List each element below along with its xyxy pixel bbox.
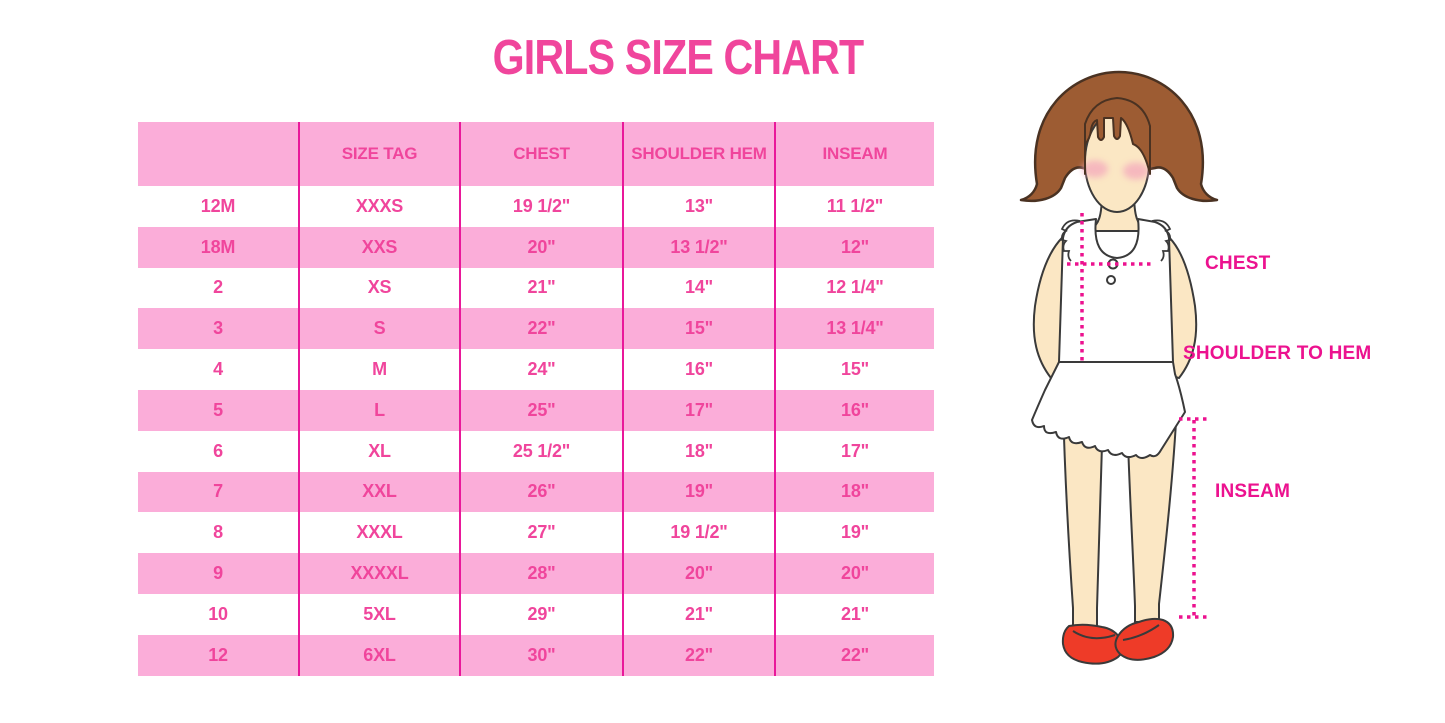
cell-size-tag: S: [300, 308, 461, 350]
cell-chest: 24": [461, 349, 624, 390]
cell-size: 2: [138, 267, 300, 309]
cell-size: 12: [138, 634, 300, 676]
cell-shoulder-hem: 16": [624, 349, 776, 390]
table-row: 5 L 25" 17" 16": [138, 389, 934, 431]
cell-size-tag: XXXXL: [300, 553, 461, 594]
cell-chest: 22": [461, 308, 624, 350]
table-row: 6 XL 25 1/2" 18" 17": [138, 430, 934, 472]
cell-inseam: 20": [841, 563, 869, 584]
shoulder-to-hem-label: SHOULDER TO HEM: [1183, 343, 1372, 364]
cell-inseam: 19": [841, 522, 869, 543]
cell-size: 10: [138, 593, 300, 635]
cell-size-tag: XL: [300, 430, 461, 472]
cell-size-tag: XXS: [300, 226, 461, 268]
right-cheek-blush: [1123, 162, 1149, 180]
table-row: 12M XXXS 19 1/2" 13" 11 1/2": [138, 186, 934, 227]
cell-shoulder-hem: 13 1/2": [624, 226, 776, 268]
cell-inseam: 18": [841, 481, 869, 502]
cell-inseam: 15": [841, 359, 869, 380]
cell-size-tag: M: [300, 349, 461, 390]
cell-shoulder-hem: 19": [624, 471, 776, 513]
top-garment: [1058, 218, 1174, 363]
cell-inseam: 16": [841, 399, 869, 420]
cell-chest: 20": [461, 226, 624, 268]
table-row: 3 S 22" 15" 13 1/4": [138, 308, 934, 350]
cell-size-tag: 5XL: [300, 593, 461, 635]
bottom-button: [1106, 275, 1116, 285]
cell-size: 7: [138, 471, 300, 513]
right-shoe: [1114, 617, 1175, 661]
cell-chest: 29": [461, 593, 624, 635]
cell-chest: 25 1/2": [461, 430, 624, 472]
cell-size: 12M: [138, 186, 300, 227]
right-sleeve-ruffle: [1151, 219, 1172, 262]
cell-shoulder-hem: 14": [624, 267, 776, 309]
cell-size-tag: XXL: [300, 471, 461, 513]
table-row: 2 XS 21" 14" 12 1/4": [138, 267, 934, 309]
table-row: 8 XXXL 27" 19 1/2" 19": [138, 512, 934, 554]
cell-shoulder-hem: 22": [624, 634, 776, 676]
cell-shoulder-hem: 21": [624, 593, 776, 635]
cell-inseam: 22": [841, 644, 869, 665]
cell-size-tag: L: [300, 389, 461, 431]
cell-shoulder-hem: 19 1/2": [624, 512, 776, 554]
table-row: 12 6XL 30" 22" 22": [138, 634, 934, 676]
bangs: [1084, 97, 1151, 175]
skirt: [1031, 361, 1186, 459]
measurement-figure: CHEST SHOULDER TO HEM INSEAM: [985, 60, 1420, 715]
table-row: 10 5XL 29" 21" 21": [138, 593, 934, 635]
cell-chest: 19 1/2": [461, 186, 624, 227]
cell-size: 9: [138, 553, 300, 594]
header-cell-shoulder-hem: SHOULDER HEM: [624, 122, 776, 186]
cell-size: 18M: [138, 226, 300, 268]
cell-shoulder-hem: 20": [624, 553, 776, 594]
cell-shoulder-hem: 13": [624, 186, 776, 227]
cell-inseam: 13 1/4": [826, 318, 884, 339]
cell-chest: 21": [461, 267, 624, 309]
cell-inseam: 11 1/2": [826, 195, 884, 216]
left-shoe-strap: [1072, 630, 1116, 640]
cell-inseam: 12 1/4": [826, 277, 884, 298]
cell-size: 3: [138, 308, 300, 350]
inseam-label: INSEAM: [1215, 481, 1291, 502]
table-row: 18M XXS 20" 13 1/2" 12": [138, 226, 934, 268]
cell-chest: 28": [461, 553, 624, 594]
header-cell-inseam: INSEAM: [822, 144, 888, 163]
left-shoe: [1061, 623, 1124, 665]
cell-chest: 27": [461, 512, 624, 554]
cell-chest: 26": [461, 471, 624, 513]
left-sleeve-ruffle: [1060, 219, 1081, 262]
table-row: 4 M 24" 16" 15": [138, 349, 934, 390]
cell-inseam: 12": [841, 236, 869, 257]
cell-size-tag: XS: [300, 267, 461, 309]
cell-size-tag: XXXL: [300, 512, 461, 554]
cell-size-tag: 6XL: [300, 634, 461, 676]
right-shoe-strap: [1122, 624, 1160, 641]
table-row: 9 XXXXL 28" 20" 20": [138, 553, 934, 594]
chest-label: CHEST: [1205, 253, 1271, 274]
cell-size: 5: [138, 389, 300, 431]
cell-inseam: 17": [841, 440, 869, 461]
cell-size: 4: [138, 349, 300, 390]
cell-shoulder-hem: 15": [624, 308, 776, 350]
cell-shoulder-hem: 18": [624, 430, 776, 472]
left-cheek-blush: [1082, 160, 1108, 178]
table-row: 7 XXL 26" 19" 18": [138, 471, 934, 513]
header-cell-size: [138, 122, 300, 186]
cell-inseam: 21": [841, 603, 869, 624]
cell-chest: 30": [461, 634, 624, 676]
cell-shoulder-hem: 17": [624, 389, 776, 431]
cell-size: 8: [138, 512, 300, 554]
cell-size-tag: XXXS: [300, 186, 461, 227]
page-title: GIRLS SIZE CHART: [492, 31, 865, 85]
header-cell-chest: CHEST: [461, 122, 624, 186]
cell-size: 6: [138, 430, 300, 472]
size-table: SIZE TAG CHEST SHOULDER HEM INSEAM 12M X…: [138, 122, 934, 676]
table-header-row: SIZE TAG CHEST SHOULDER HEM INSEAM: [138, 122, 934, 186]
header-cell-size-tag: SIZE TAG: [300, 122, 461, 186]
girl-illustration: [1019, 70, 1219, 665]
cell-chest: 25": [461, 389, 624, 431]
